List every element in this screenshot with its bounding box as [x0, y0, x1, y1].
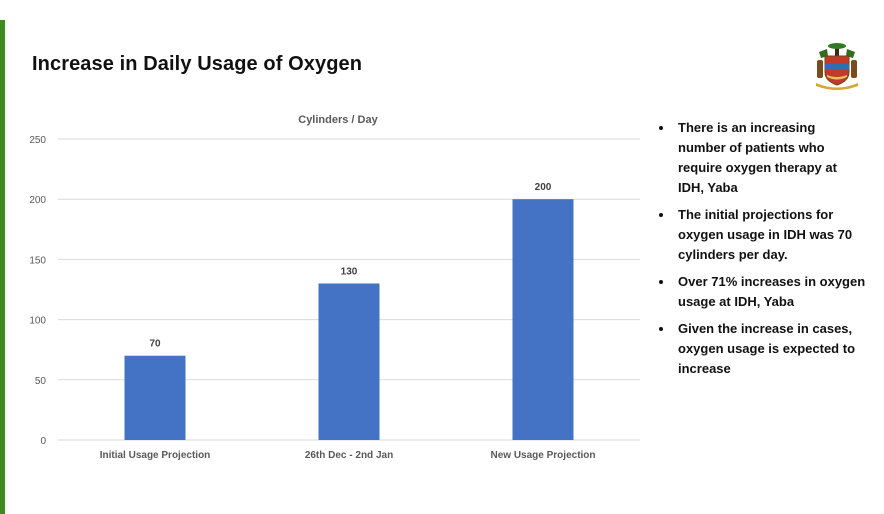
data-label: 70	[149, 339, 161, 350]
y-tick-label: 200	[29, 195, 46, 206]
bullet-item: Over 71% increases in oxygen usage at ID…	[656, 272, 866, 312]
bullet-item: Given the increase in cases, oxygen usag…	[656, 319, 866, 379]
x-tick-label: New Usage Projection	[490, 450, 595, 461]
chart-labels: Cylinders / Day 0 50 100 150 200 250 70 Initial …	[29, 114, 595, 461]
chart-bars	[124, 199, 574, 440]
y-tick-label: 0	[40, 436, 46, 447]
x-tick-label: 26th Dec - 2nd Jan	[305, 450, 393, 461]
slide-accent-bar	[0, 20, 5, 514]
y-tick-label: 150	[29, 255, 46, 266]
slide-title: Increase in Daily Usage of Oxygen	[32, 53, 363, 75]
y-tick-label: 50	[35, 376, 47, 387]
bar	[124, 355, 186, 440]
x-tick-label: Initial Usage Projection	[100, 450, 211, 461]
lagos-state-crest-icon	[816, 43, 858, 90]
chart-title: Cylinders / Day	[298, 114, 378, 126]
y-tick-label: 250	[29, 135, 46, 146]
data-label: 130	[341, 266, 358, 277]
data-label: 200	[535, 182, 552, 193]
bullet-item: The initial projections for oxygen usage…	[656, 205, 866, 265]
bullet-item: There is an increasing number of patient…	[656, 118, 866, 198]
bullet-list: There is an increasing number of patient…	[656, 118, 866, 386]
y-tick-label: 100	[29, 316, 46, 327]
bar	[512, 199, 574, 440]
bar-chart: Cylinders / Day 0 50 100 150 200 250 70 Initial …	[29, 114, 640, 461]
bar	[318, 283, 380, 440]
